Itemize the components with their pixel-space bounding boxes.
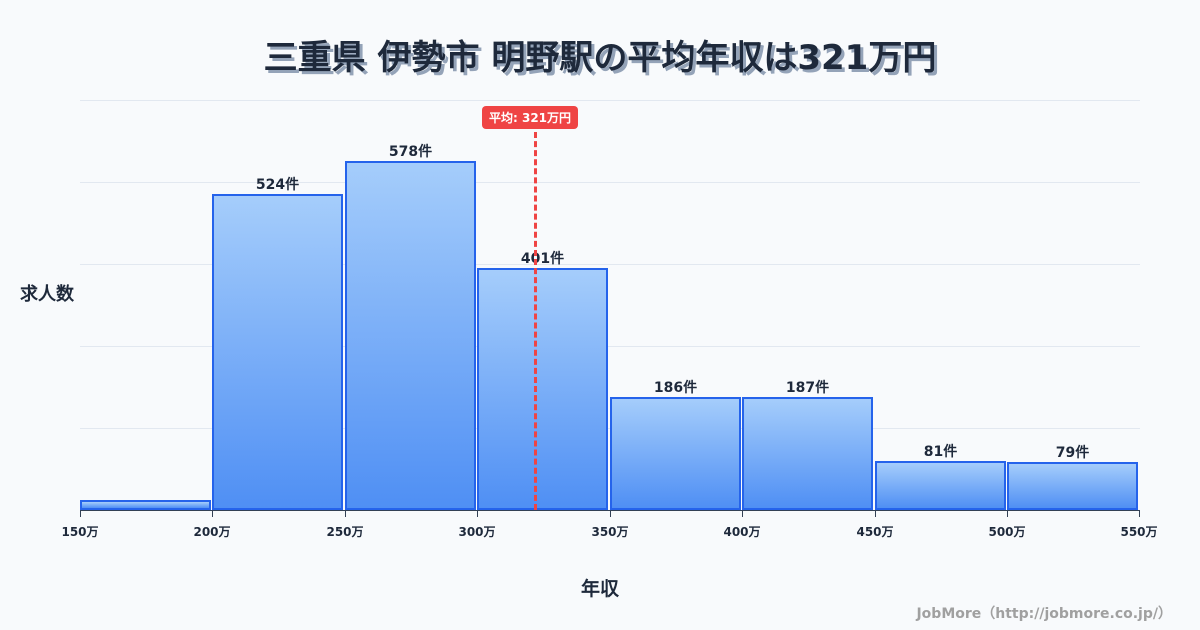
bar-value-label: 81件 — [923, 444, 958, 460]
histogram-bar: 401件 — [477, 251, 608, 510]
x-tick — [212, 510, 213, 517]
gridline — [80, 264, 1140, 265]
histogram-bar: 186件 — [610, 380, 741, 510]
histogram-bar — [80, 500, 211, 510]
x-tick-label: 500万 — [988, 525, 1026, 539]
x-tick-label: 300万 — [458, 525, 496, 539]
bar-value-label: 187件 — [785, 380, 830, 396]
x-tick-label: 450万 — [856, 525, 894, 539]
bar-value-label: 79件 — [1055, 445, 1090, 461]
histogram-bar: 524件 — [212, 177, 343, 510]
x-tick-label: 200万 — [193, 525, 231, 539]
gridline — [80, 346, 1140, 347]
y-axis-label: 求人数 — [20, 284, 74, 305]
x-tick-label: 250万 — [326, 525, 364, 539]
x-tick-label: 350万 — [591, 525, 629, 539]
gridline — [80, 182, 1140, 183]
x-tick — [345, 510, 346, 517]
bar-value-label: 401件 — [520, 251, 565, 267]
x-tick — [610, 510, 611, 517]
histogram-bar: 81件 — [875, 444, 1006, 510]
plot-area: 524件 578件 401件 186件 187件 81件 79件 平均: 321… — [80, 100, 1140, 510]
mean-line — [534, 132, 537, 510]
mean-badge: 平均: 321万円 — [482, 106, 579, 129]
x-axis-label: 年収 — [580, 578, 619, 600]
x-tick — [80, 510, 81, 517]
x-tick — [1139, 510, 1140, 517]
gridline — [80, 100, 1140, 101]
x-tick — [875, 510, 876, 517]
x-tick — [1007, 510, 1008, 517]
source-credit: JobMore（http://jobmore.co.jp/） — [916, 606, 1172, 622]
bar-value-label: 524件 — [255, 177, 300, 193]
histogram-bar: 79件 — [1007, 445, 1138, 510]
x-tick-label: 400万 — [723, 525, 761, 539]
chart-title: 三重県 伊勢市 明野駅の平均年収は321万円 — [263, 38, 937, 78]
x-tick-label: 550万 — [1120, 525, 1158, 539]
x-tick-label: 150万 — [61, 525, 99, 539]
histogram-bar: 187件 — [742, 380, 873, 510]
x-tick — [477, 510, 478, 517]
histogram-bar: 578件 — [345, 144, 476, 510]
bar-value-label: 578件 — [388, 144, 433, 160]
x-tick — [742, 510, 743, 517]
bar-value-label: 186件 — [653, 380, 698, 396]
